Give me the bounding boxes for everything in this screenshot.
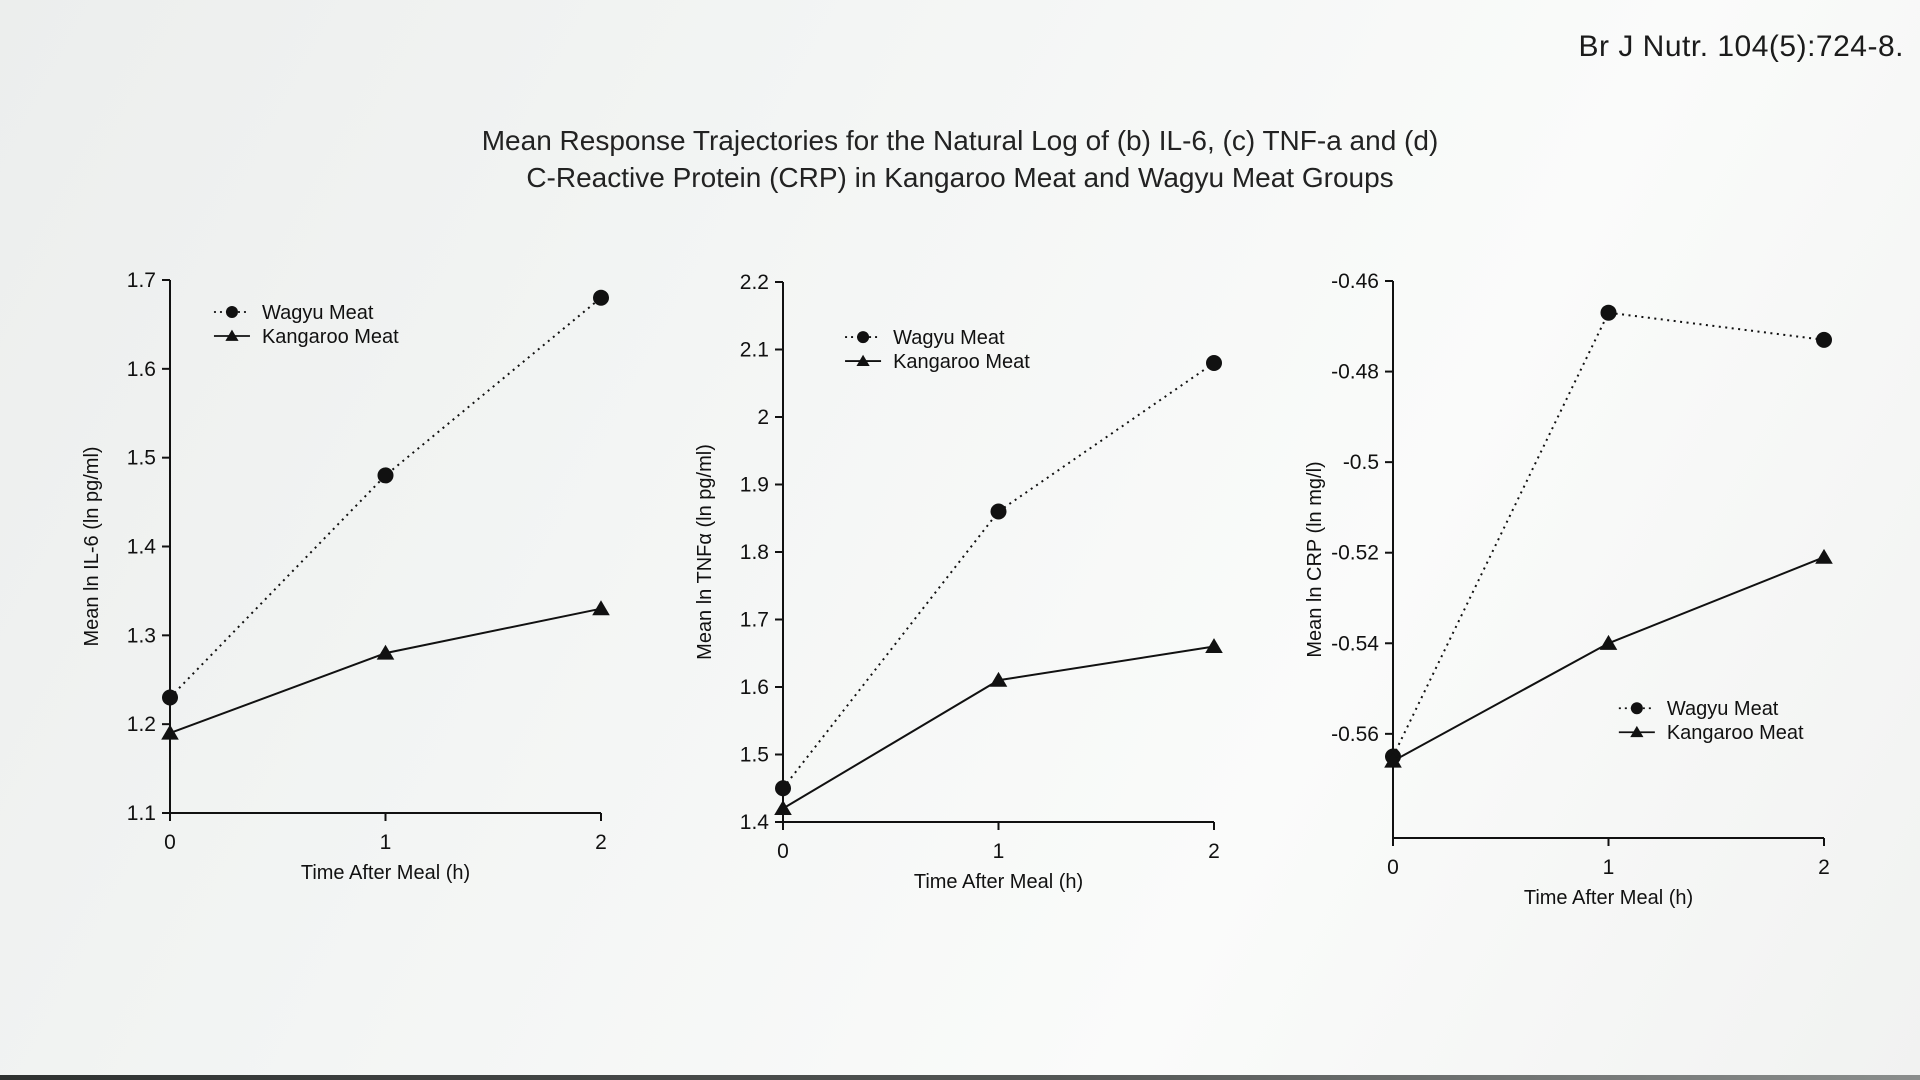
crp-legend-wagyu-meat-circle-marker: [1630, 702, 1643, 715]
tnfa-wagyu-meat-line: [782, 362, 1215, 789]
crp-y-tick-label: -0.48: [1331, 361, 1379, 384]
il6-kangaroo-meat-point-2-triangle-marker: [592, 600, 610, 616]
il6-x-tick-label: 1: [380, 831, 392, 854]
crp-y-tick-label: -0.52: [1331, 542, 1379, 565]
tnfa-kangaroo-meat-point-2-triangle-marker: [1205, 638, 1223, 654]
chart-crp: -0.46 -0.48 -0.5 -0.52 -0.54 -0.56 0 1 2 Mean ln …: [1283, 215, 1848, 940]
il6-wagyu-meat-point-2-circle-marker: [593, 289, 609, 306]
crp-y-axis-title: Mean ln CRP (ln mg/l): [1304, 461, 1326, 657]
il6-y-axis-title: Mean ln IL-6 (ln pg/ml): [81, 446, 103, 646]
crp-y-tick-label: -0.54: [1331, 632, 1379, 655]
il6-x-tick-label: 0: [164, 831, 176, 854]
crp-wagyu-meat-line: [1392, 311, 1825, 757]
tnfa-x-tick-label: 0: [777, 840, 789, 863]
crp-x-tick-label: 1: [1603, 856, 1615, 879]
crp-kangaroo-meat-point-1-triangle-marker: [1599, 634, 1618, 650]
il6-y-tick-label: 1.1: [127, 802, 156, 825]
il6-legend-wagyu-meat-label: Wagyu Meat: [262, 302, 374, 324]
tnfa-y-tick-label: 1.8: [740, 541, 769, 564]
chart-tnfa-svg: 2.2 2.1 2 1.9 1.8 1.7 1.6 1.5 1.4 0 1 2 Mean ln TNFα…: [694, 271, 1223, 893]
crp-wagyu-meat-point-2-circle-marker: [1816, 331, 1832, 348]
tnfa-legend-kangaroo-meat: Kangaroo Meat: [845, 351, 1030, 373]
tnfa-x-tick-label: 1: [993, 840, 1005, 863]
tnfa-y-tick-label: 2.1: [740, 339, 769, 362]
il6-y-tick-label: 1.7: [127, 269, 156, 292]
chart-il6: 1.7 1.6 1.5 1.4 1.3 1.2 1.1 0 1 2 Mean ln IL-6 (ln…: [60, 215, 625, 940]
tnfa-legend-wagyu-meat-circle-marker: [857, 331, 870, 344]
tnfa-wagyu-meat-point-2-circle-marker: [1206, 355, 1222, 371]
tnfa-wagyu-meat-point-0-circle-marker: [775, 780, 791, 797]
il6-legend-kangaroo-meat: Kangaroo Meat: [213, 326, 399, 348]
tnfa-y-tick-label: 2: [757, 406, 769, 429]
crp-kangaroo-meat-point-0-triangle-marker: [1384, 752, 1402, 768]
crp-wagyu-meat-point-1-circle-marker: [1600, 304, 1617, 321]
il6-legend-kangaroo-meat-triangle-marker: [225, 329, 239, 341]
tnfa-y-axis-title: Mean ln TNFα (ln pg/ml): [694, 444, 716, 660]
tnfa-x-axis-title: Time After Meal (h): [914, 871, 1083, 893]
chart-il6-svg: 1.7 1.6 1.5 1.4 1.3 1.2 1.1 0 1 2 Mean ln IL-6 (ln…: [81, 269, 610, 884]
tnfa-kangaroo-meat-point-0-triangle-marker: [774, 800, 792, 816]
crp-legend-kangaroo-meat-triangle-marker: [1630, 725, 1644, 738]
il6-kangaroo-meat-point-1-triangle-marker: [376, 644, 395, 660]
il6-y-tick-label: 1.5: [127, 447, 156, 470]
il6-y-tick-label: 1.6: [127, 358, 156, 381]
tnfa-y-tick-label: 1.7: [740, 609, 769, 632]
crp-legend-wagyu-meat: Wagyu Meat: [1618, 698, 1779, 720]
il6-y-tick-label: 1.4: [127, 536, 157, 559]
tnfa-x-tick-label: 2: [1208, 840, 1220, 863]
il6-wagyu-meat-point-0-circle-marker: [162, 689, 178, 706]
il6-wagyu-meat-line: [169, 296, 602, 699]
tnfa-legend-kangaroo-meat-triangle-marker: [856, 354, 870, 366]
crp-y-tick-label: -0.5: [1343, 451, 1379, 474]
il6-legend-wagyu-meat-circle-marker: [225, 305, 238, 318]
crp-x-axis-title: Time After Meal (h): [1524, 887, 1693, 909]
tnfa-y-tick-label: 1.9: [740, 474, 769, 497]
crp-y-tick-label: -0.56: [1331, 723, 1379, 746]
crp-legend-kangaroo-meat-label: Kangaroo Meat: [1667, 722, 1804, 744]
il6-y-tick-label: 1.2: [127, 713, 156, 736]
chart-tnfa: 2.2 2.1 2 1.9 1.8 1.7 1.6 1.5 1.4 0 1 2 Mean ln TNFα…: [673, 215, 1238, 940]
il6-x-tick-label: 2: [595, 831, 607, 854]
il6-wagyu-meat-point-1-circle-marker: [377, 467, 394, 484]
il6-kangaroo-meat-line: [169, 607, 602, 734]
crp-y-tick-label: -0.46: [1331, 270, 1379, 293]
crp-kangaroo-meat-point-2-triangle-marker: [1815, 548, 1833, 564]
chart-crp-svg: -0.46 -0.48 -0.5 -0.52 -0.54 -0.56 0 1 2 Mean ln …: [1304, 270, 1833, 909]
crp-legend-kangaroo-meat: Kangaroo Meat: [1618, 722, 1804, 744]
bottom-edge-bar: [0, 1075, 1920, 1080]
tnfa-kangaroo-meat-line: [782, 645, 1215, 810]
tnfa-legend-kangaroo-meat-label: Kangaroo Meat: [893, 351, 1030, 373]
tnfa-y-tick-label: 1.5: [740, 744, 769, 767]
crp-legend-wagyu-meat-label: Wagyu Meat: [1667, 698, 1779, 720]
tnfa-y-tick-label: 2.2: [740, 271, 769, 294]
journal-citation: Br J Nutr. 104(5):724-8.: [1578, 30, 1904, 63]
il6-legend-kangaroo-meat-label: Kangaroo Meat: [262, 326, 399, 348]
il6-legend-wagyu-meat: Wagyu Meat: [213, 302, 374, 324]
figure-title-line1: Mean Response Trajectories for the Natur…: [481, 125, 1439, 156]
tnfa-kangaroo-meat-point-1-triangle-marker: [989, 671, 1008, 687]
il6-x-axis-title: Time After Meal (h): [301, 862, 470, 884]
tnfa-y-tick-label: 1.4: [740, 811, 770, 834]
tnfa-legend-wagyu-meat: Wagyu Meat: [845, 327, 1005, 349]
il6-y-tick-label: 1.3: [127, 624, 156, 647]
figure-title-line2: C-Reactive Protein (CRP) in Kangaroo Mea…: [526, 162, 1394, 193]
tnfa-y-tick-label: 1.6: [740, 676, 769, 699]
crp-x-tick-label: 2: [1818, 856, 1830, 879]
figure-title: Mean Response Trajectories for the Natur…: [0, 122, 1920, 196]
il6-kangaroo-meat-point-0-triangle-marker: [161, 724, 179, 740]
crp-x-tick-label: 0: [1387, 856, 1399, 879]
tnfa-legend-wagyu-meat-label: Wagyu Meat: [893, 327, 1005, 349]
tnfa-wagyu-meat-point-1-circle-marker: [990, 503, 1007, 520]
